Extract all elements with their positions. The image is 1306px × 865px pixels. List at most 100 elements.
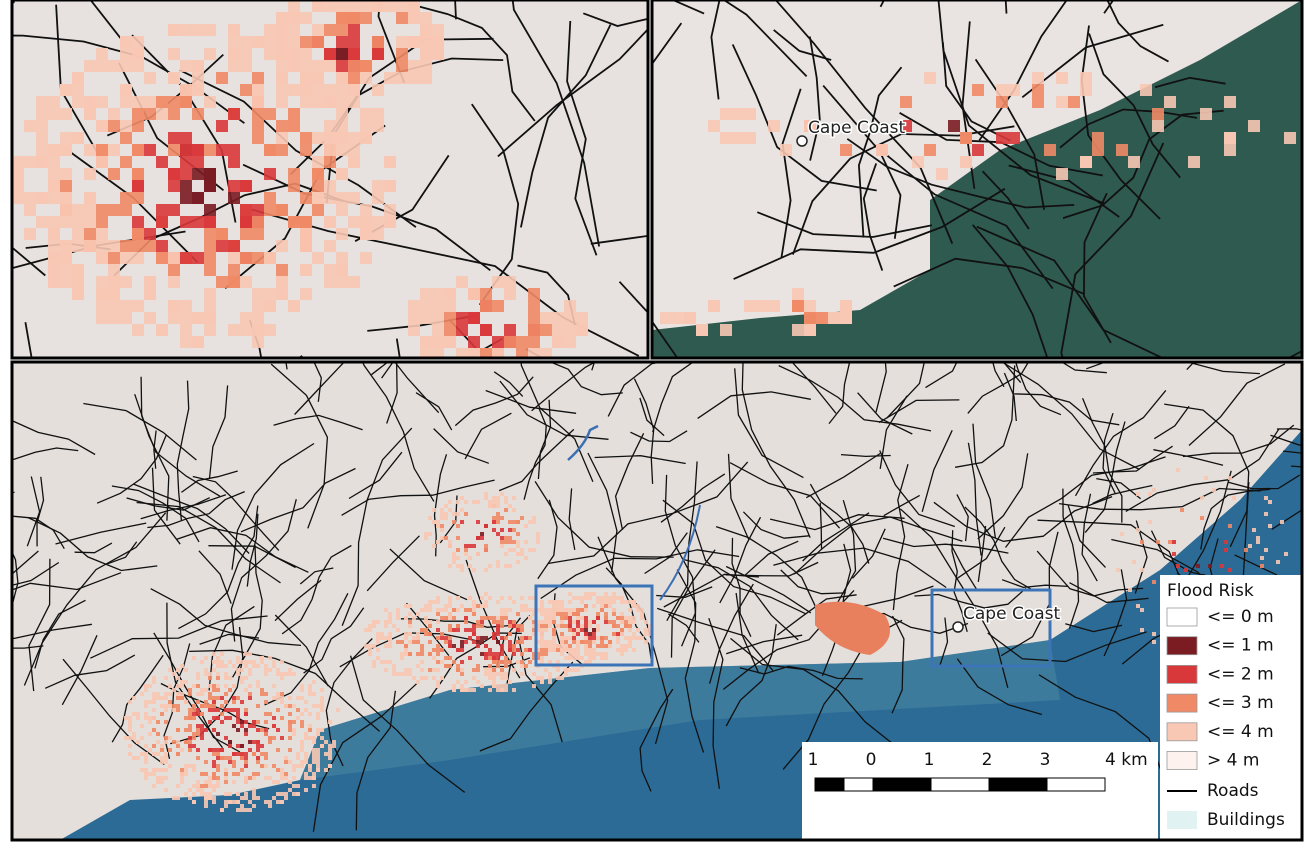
flood-cell <box>268 656 272 660</box>
flood-cell <box>236 660 240 664</box>
flood-cell <box>948 120 960 132</box>
flood-cell <box>540 644 544 648</box>
flood-cell <box>444 616 448 620</box>
flood-cell <box>180 680 184 684</box>
flood-cell <box>456 324 468 336</box>
flood-cell <box>628 608 632 612</box>
flood-cell <box>216 776 220 780</box>
flood-cell <box>584 628 588 632</box>
flood-cell <box>232 764 236 768</box>
flood-cell <box>252 108 264 120</box>
flood-cell <box>144 752 148 756</box>
flood-cell <box>504 496 508 500</box>
flood-cell <box>280 776 284 780</box>
flood-cell <box>504 540 508 544</box>
flood-cell <box>500 684 504 688</box>
flood-cell <box>224 776 228 780</box>
flood-cell <box>304 772 308 776</box>
flood-cell <box>296 716 300 720</box>
flood-cell <box>132 144 144 156</box>
flood-cell <box>268 804 272 808</box>
flood-cell <box>220 652 224 656</box>
flood-cell <box>264 732 268 736</box>
flood-cell <box>604 612 608 616</box>
flood-cell <box>448 644 452 648</box>
flood-cell <box>576 640 580 644</box>
flood-cell <box>256 756 260 760</box>
flood-cell <box>216 240 228 252</box>
flood-cell <box>476 624 480 628</box>
flood-cell <box>188 688 192 692</box>
flood-cell <box>588 632 592 636</box>
flood-cell <box>532 684 536 688</box>
flood-cell <box>252 660 256 664</box>
flood-cell <box>296 756 300 760</box>
flood-cell <box>468 656 472 660</box>
flood-cell <box>580 628 584 632</box>
flood-cell <box>144 108 156 120</box>
flood-cell <box>180 96 192 108</box>
flood-cell <box>96 300 108 312</box>
flood-cell <box>592 648 596 652</box>
flood-cell <box>428 668 432 672</box>
flood-cell <box>168 144 180 156</box>
flood-cell <box>240 60 252 72</box>
flood-cell <box>1224 548 1228 552</box>
flood-cell <box>176 676 180 680</box>
flood-cell <box>1268 500 1272 504</box>
flood-cell <box>468 628 472 632</box>
flood-cell <box>168 736 172 740</box>
flood-cell <box>492 500 496 504</box>
flood-cell <box>996 132 1008 144</box>
flood-cell <box>240 680 244 684</box>
flood-cell <box>488 652 492 656</box>
flood-cell <box>484 636 488 640</box>
flood-cell <box>912 156 924 168</box>
flood-cell <box>204 144 216 156</box>
flood-cell <box>452 644 456 648</box>
flood-cell <box>596 624 600 628</box>
flood-cell <box>476 636 480 640</box>
flood-cell <box>216 676 220 680</box>
flood-cell <box>128 728 132 732</box>
flood-cell <box>192 72 204 84</box>
flood-cell <box>200 660 204 664</box>
flood-cell <box>132 36 144 48</box>
flood-cell <box>456 312 468 324</box>
flood-cell <box>84 192 96 204</box>
flood-cell <box>276 768 280 772</box>
flood-cell <box>1232 496 1236 500</box>
flood-cell <box>120 36 132 48</box>
flood-cell <box>244 796 248 800</box>
flood-cell <box>24 228 36 240</box>
flood-cell <box>420 300 432 312</box>
flood-cell <box>544 644 548 648</box>
flood-cell <box>96 276 108 288</box>
flood-cell <box>276 48 288 60</box>
flood-cell <box>148 716 152 720</box>
flood-cell <box>204 780 208 784</box>
flood-cell <box>484 548 488 552</box>
flood-cell <box>288 780 292 784</box>
flood-cell <box>276 288 288 300</box>
flood-cell <box>252 792 256 796</box>
flood-cell <box>476 536 480 540</box>
flood-cell <box>644 620 648 624</box>
flood-cell <box>328 752 332 756</box>
flood-cell <box>1080 156 1092 168</box>
flood-cell <box>312 772 316 776</box>
flood-cell <box>536 540 540 544</box>
flood-cell <box>616 596 620 600</box>
flood-cell <box>628 620 632 624</box>
flood-cell <box>604 620 608 624</box>
flood-cell <box>168 692 172 696</box>
flood-cell <box>412 636 416 640</box>
flood-cell <box>348 24 360 36</box>
flood-cell <box>204 228 216 240</box>
flood-cell <box>300 96 312 108</box>
flood-cell <box>296 764 300 768</box>
flood-cell <box>180 748 184 752</box>
flood-cell <box>1140 628 1144 632</box>
flood-cell <box>444 312 456 324</box>
flood-cell <box>568 620 572 624</box>
